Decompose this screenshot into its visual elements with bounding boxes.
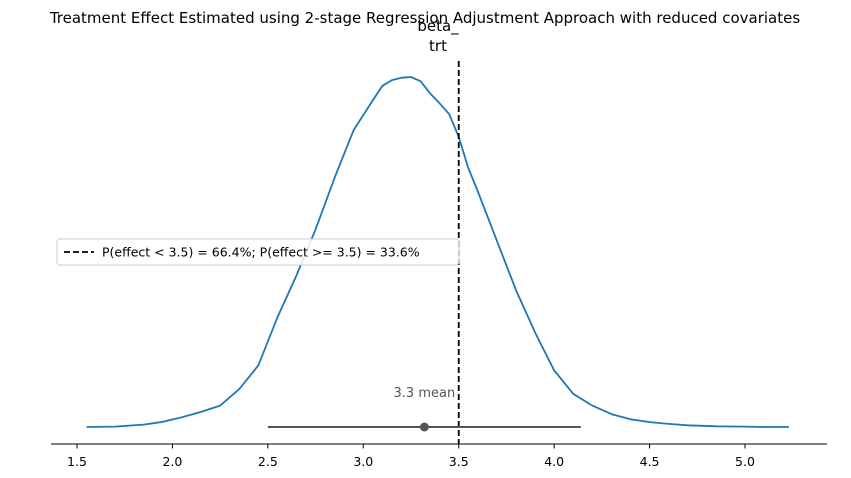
x-tick-label: 1.5 [67, 454, 87, 469]
mean-label: 3.3 mean [394, 386, 456, 401]
x-tick-label: 2.5 [258, 454, 278, 469]
legend-box [56, 238, 460, 266]
x-tick-label: 3.0 [353, 454, 373, 469]
x-tick-label: 2.0 [162, 454, 182, 469]
variable-name-line-1: beta_ [417, 17, 459, 36]
mean-point [419, 422, 429, 432]
density-curve [86, 76, 789, 428]
variable-name-line-2: trt [429, 37, 447, 55]
x-tick-label: 5.0 [735, 454, 755, 469]
x-tick-label: 4.0 [544, 454, 564, 469]
x-tick-label: 3.5 [449, 454, 469, 469]
x-tick-label: 4.5 [640, 454, 660, 469]
legend-entry: P(effect < 3.5) = 66.4%; P(effect >= 3.5… [102, 245, 420, 260]
chart-title: Treatment Effect Estimated using 2-stage… [49, 9, 801, 27]
legend: P(effect < 3.5) = 66.4%; P(effect >= 3.5… [56, 238, 460, 266]
x-axis-ticks: 1.5 2.0 2.5 3.0 3.5 4.0 4.5 5.0 [67, 444, 755, 469]
